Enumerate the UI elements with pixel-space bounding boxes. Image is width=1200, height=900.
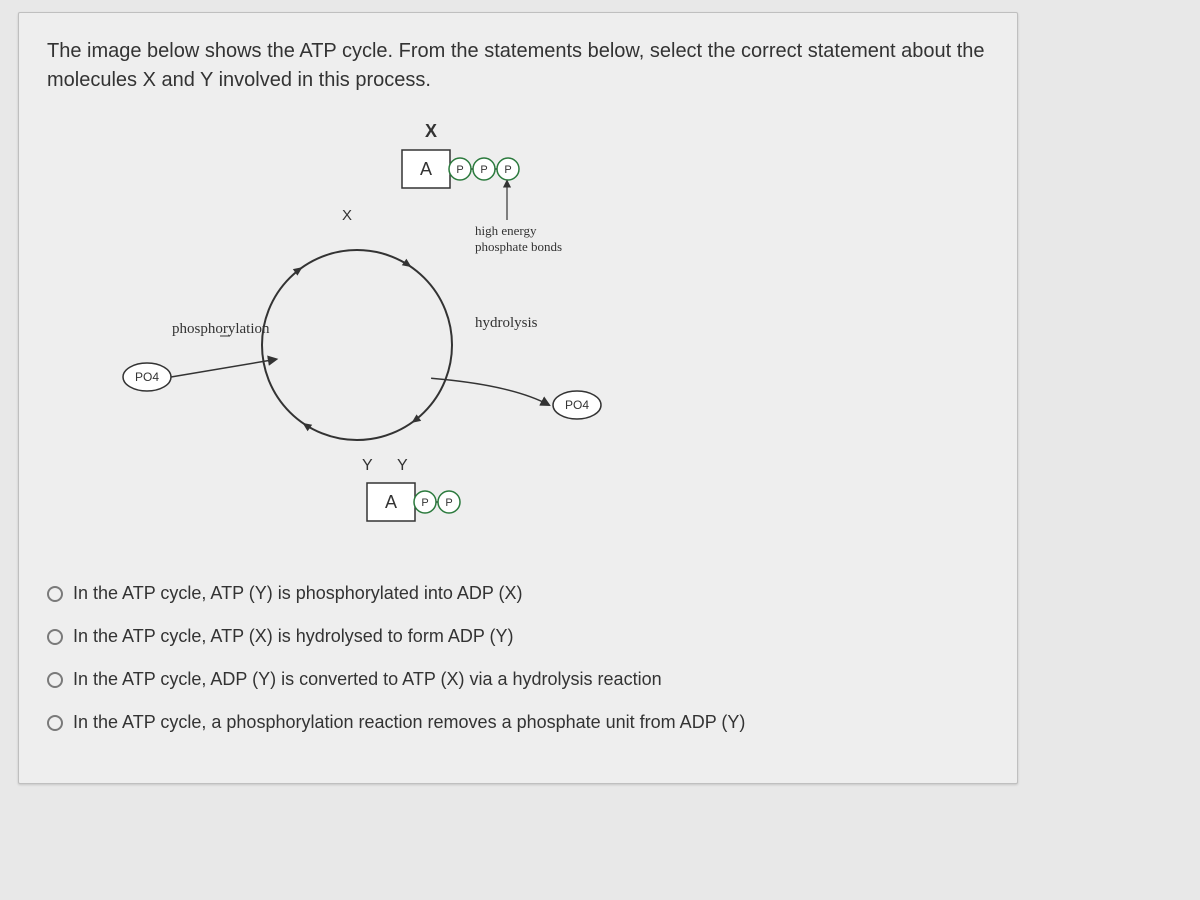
option-text: In the ATP cycle, ATP (X) is hydrolysed … <box>73 626 514 647</box>
radio-icon[interactable] <box>47 586 63 602</box>
option-row[interactable]: In the ATP cycle, ATP (Y) is phosphoryla… <box>47 583 989 604</box>
radio-icon[interactable] <box>47 672 63 688</box>
question-prompt: The image below shows the ATP cycle. Fro… <box>47 37 989 95</box>
svg-text:P: P <box>480 164 487 176</box>
option-row[interactable]: In the ATP cycle, a phosphorylation reac… <box>47 712 989 733</box>
svg-text:P: P <box>456 164 463 176</box>
diagram-container: XAPPPXhigh energyphosphate bondshydrolys… <box>47 115 989 535</box>
svg-text:PO4: PO4 <box>565 398 589 412</box>
answer-options: In the ATP cycle, ATP (Y) is phosphoryla… <box>47 583 989 733</box>
option-text: In the ATP cycle, a phosphorylation reac… <box>73 712 745 733</box>
svg-text:phosphate bonds: phosphate bonds <box>475 239 562 254</box>
svg-text:P: P <box>445 497 452 509</box>
svg-text:hydrolysis: hydrolysis <box>475 315 538 331</box>
svg-text:Y: Y <box>362 457 373 474</box>
svg-text:high energy: high energy <box>475 223 537 238</box>
option-row[interactable]: In the ATP cycle, ATP (X) is hydrolysed … <box>47 626 989 647</box>
svg-text:A: A <box>420 159 432 179</box>
atp-cycle-diagram: XAPPPXhigh energyphosphate bondshydrolys… <box>77 115 757 535</box>
option-text: In the ATP cycle, ADP (Y) is converted t… <box>73 669 662 690</box>
svg-text:X: X <box>342 207 352 224</box>
option-text: In the ATP cycle, ATP (Y) is phosphoryla… <box>73 583 523 604</box>
option-row[interactable]: In the ATP cycle, ADP (Y) is converted t… <box>47 669 989 690</box>
radio-icon[interactable] <box>47 629 63 645</box>
svg-text:X: X <box>425 121 437 141</box>
radio-icon[interactable] <box>47 715 63 731</box>
svg-text:P: P <box>421 497 428 509</box>
svg-text:phosphorylation: phosphorylation <box>172 321 270 337</box>
svg-text:Y: Y <box>397 457 408 474</box>
svg-text:A: A <box>385 492 397 512</box>
question-card: The image below shows the ATP cycle. Fro… <box>18 12 1018 784</box>
svg-text:PO4: PO4 <box>135 370 159 384</box>
svg-text:P: P <box>504 164 511 176</box>
